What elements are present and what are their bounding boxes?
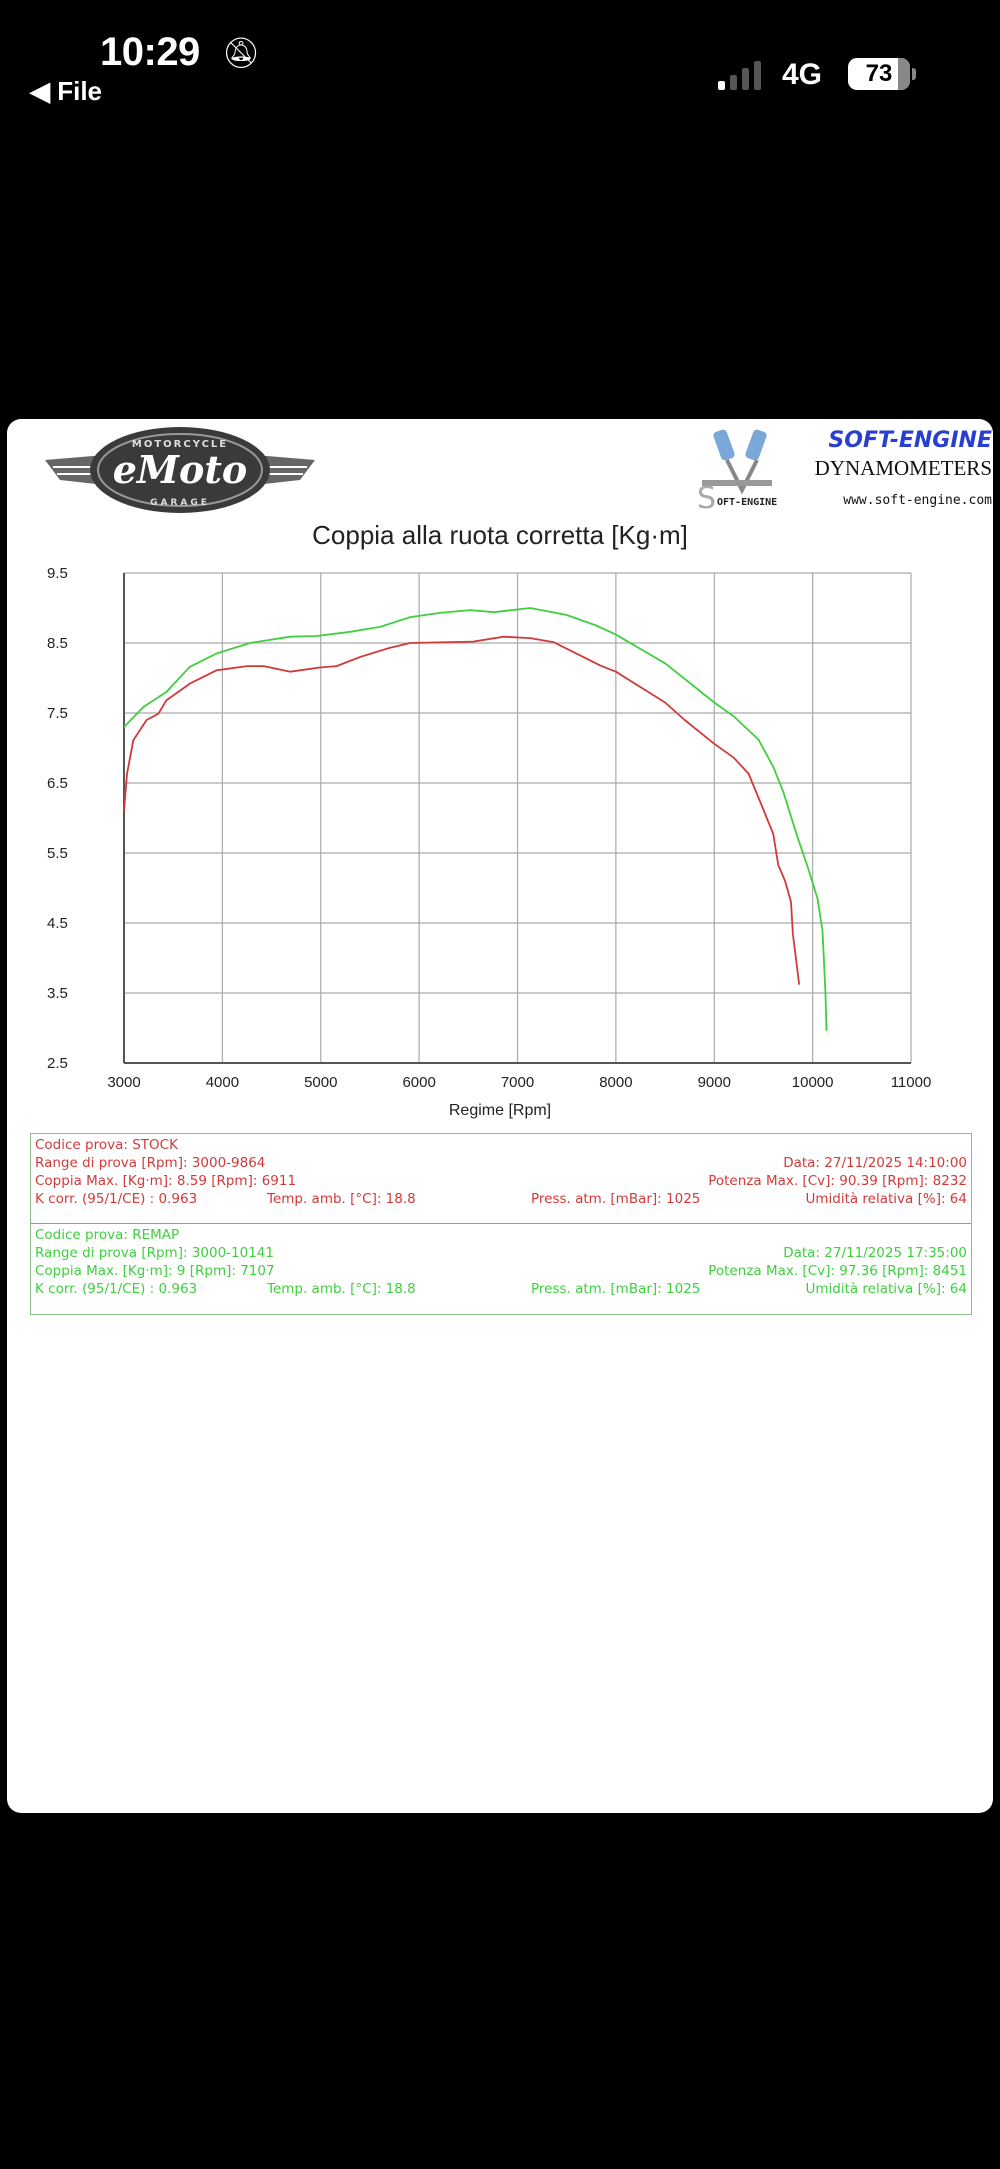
y-tick-label: 7.5 [47, 705, 68, 722]
battery-icon: 73 [848, 58, 910, 90]
dyno-report: MOTORCYCLE eMoto GARAGE S OFT-ENGINE SOF… [7, 419, 993, 1813]
y-tick-label: 5.5 [47, 845, 68, 862]
max-torque: Coppia Max. [Kg·m]: 8.59 [Rpm]: 6911 [35, 1173, 297, 1189]
series-line-stock [123, 635, 801, 985]
battery-tip [912, 68, 916, 80]
emoto-logo: MOTORCYCLE eMoto GARAGE [45, 427, 315, 513]
back-label: File [57, 76, 103, 106]
svg-text:DYNAMOMETERS: DYNAMOMETERS [815, 456, 992, 480]
atm-pressure: Press. atm. [mBar]: 1025 [531, 1281, 701, 1297]
x-tick-label: 10000 [792, 1074, 834, 1091]
test-date: Data: 27/11/2025 14:10:00 [783, 1155, 967, 1171]
svg-text:GARAGE: GARAGE [150, 498, 210, 508]
x-tick-label: 5000 [304, 1074, 337, 1091]
clock: 10:29 [100, 30, 200, 74]
test-info-panel: Codice prova: STOCK Range di prova [Rpm]… [30, 1133, 972, 1315]
svg-text:OFT-ENGINE: OFT-ENGINE [717, 497, 777, 508]
max-power: Potenza Max. [Cv]: 90.39 [Rpm]: 8232 [708, 1173, 967, 1189]
atm-pressure: Press. atm. [mBar]: 1025 [531, 1191, 701, 1207]
y-tick-label: 6.5 [47, 775, 68, 792]
y-tick-label: 2.5 [47, 1055, 68, 1072]
soft-engine-url: www.soft-engine.com [843, 493, 992, 508]
x-axis-label: Regime [Rpm] [449, 1102, 551, 1119]
x-tick-label: 8000 [599, 1074, 632, 1091]
battery-level: 73 [865, 60, 893, 87]
test-code: Codice prova: STOCK [35, 1137, 178, 1153]
y-tick-label: 3.5 [47, 985, 68, 1002]
max-torque: Coppia Max. [Kg·m]: 9 [Rpm]: 7107 [35, 1263, 275, 1279]
x-tick-label: 7000 [501, 1074, 534, 1091]
network-type: 4G [782, 58, 823, 91]
soft-engine-logo: S OFT-ENGINE SOFT-ENGINE DYNAMOMETERS ww… [697, 428, 992, 515]
back-to-file-button[interactable]: ◀ File [30, 76, 103, 106]
x-tick-label: 11000 [891, 1074, 932, 1091]
bell-muted-icon: 🔕︎ [222, 37, 261, 70]
y-tick-label: 4.5 [47, 915, 68, 932]
svg-text:eMoto: eMoto [113, 447, 247, 492]
x-tick-label: 9000 [698, 1074, 731, 1091]
stock-test-info: Codice prova: STOCK Range di prova [Rpm]… [31, 1134, 971, 1223]
chart-title: Coppia alla ruota corretta [Kg·m] [312, 520, 688, 550]
svg-text:S: S [697, 481, 716, 515]
humidity: Umidità relativa [%]: 64 [805, 1191, 967, 1207]
y-tick-label: 8.5 [47, 635, 68, 652]
x-tick-label: 4000 [206, 1074, 239, 1091]
svg-text:MOTORCYCLE: MOTORCYCLE [132, 439, 228, 450]
humidity: Umidità relativa [%]: 64 [805, 1281, 967, 1297]
test-code: Codice prova: REMAP [35, 1227, 180, 1243]
k-corr: K corr. (95/1/CE) : 0.963 [35, 1191, 198, 1207]
ambient-temp: Temp. amb. [°C]: 18.8 [267, 1191, 416, 1207]
k-corr: K corr. (95/1/CE) : 0.963 [35, 1281, 198, 1297]
y-tick-label: 9.5 [47, 565, 68, 582]
test-range: Range di prova [Rpm]: 3000-9864 [35, 1155, 266, 1171]
x-tick-label: 6000 [402, 1074, 435, 1091]
signal-icon [718, 60, 766, 90]
test-date: Data: 27/11/2025 17:35:00 [783, 1245, 967, 1261]
series-line-remap [123, 607, 828, 1031]
test-range: Range di prova [Rpm]: 3000-10141 [35, 1245, 274, 1261]
torque-chart: Coppia alla ruota corretta [Kg·m] 9.5 8.5… [47, 520, 932, 1119]
ambient-temp: Temp. amb. [°C]: 18.8 [267, 1281, 416, 1297]
remap-test-info: Codice prova: REMAP Range di prova [Rpm]… [31, 1223, 971, 1313]
x-tick-label: 3000 [107, 1074, 140, 1091]
max-power: Potenza Max. [Cv]: 97.36 [Rpm]: 8451 [708, 1263, 967, 1279]
svg-text:SOFT-ENGINE: SOFT-ENGINE [828, 428, 992, 453]
